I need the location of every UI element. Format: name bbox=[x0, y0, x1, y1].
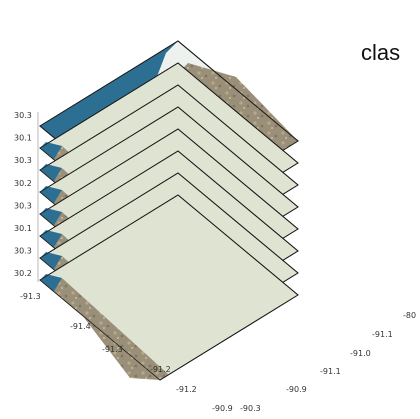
y-tick-label: -91.1 bbox=[320, 367, 341, 376]
vertical-tick-label: 30.1 bbox=[14, 224, 32, 233]
x-tick-label: -90.9 bbox=[212, 404, 233, 413]
x-axis: -91.3 -91.4 -91.3 -91.2 -91.2 -90.9 bbox=[20, 292, 233, 413]
caption-text: clas bbox=[361, 40, 401, 65]
layer-stack bbox=[39, 40, 299, 381]
y-tick-label: -90.9 bbox=[286, 385, 307, 394]
y-tick-label: -91.0 bbox=[350, 349, 371, 358]
y-tick-label: -90.3 bbox=[240, 404, 261, 413]
x-tick-label: -91.3 bbox=[20, 292, 41, 301]
vertical-tick-label: 30.3 bbox=[14, 156, 32, 165]
vertical-tick-label: 30.1 bbox=[14, 134, 32, 143]
y-axis: -91.1 -91.0 -91.1 -90.9 -90.3 -80 bbox=[240, 311, 416, 413]
layer-plane bbox=[39, 194, 299, 381]
y-tick-label: -91.1 bbox=[372, 330, 393, 339]
x-tick-label: -91.4 bbox=[70, 322, 91, 331]
x-tick-label: -91.3 bbox=[102, 345, 123, 354]
y-tick-label-partial: -80 bbox=[403, 311, 416, 320]
vertical-tick-label: 30.3 bbox=[14, 247, 32, 256]
x-tick-label: -91.2 bbox=[176, 385, 197, 394]
vertical-tick-label: 30.2 bbox=[14, 269, 32, 278]
vertical-tick-label: 30.2 bbox=[14, 179, 32, 188]
x-tick-label: -91.2 bbox=[150, 365, 171, 374]
vertical-axis: 30.3 30.1 30.3 30.2 30.3 30.1 30.3 30.2 bbox=[14, 111, 39, 282]
vertical-tick-label: 30.3 bbox=[14, 111, 32, 120]
vertical-tick-label: 30.3 bbox=[14, 201, 32, 210]
